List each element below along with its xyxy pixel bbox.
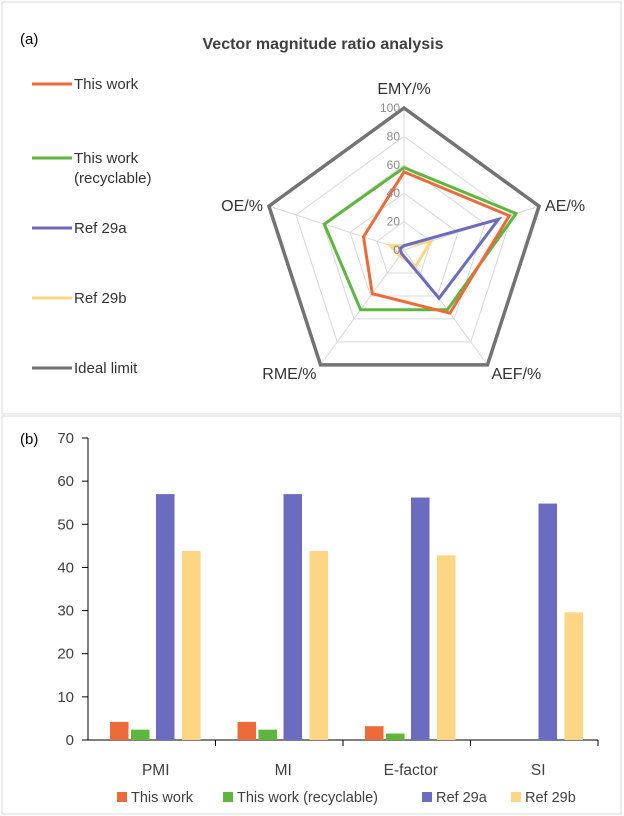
bar-legend: This work This work (recyclable) Ref 29a Re… — [117, 790, 576, 806]
panel-a-label: (a) — [20, 31, 38, 48]
radar-axis-labels: EMY/% AE/% AEF/% RME/% OE/% — [221, 81, 585, 383]
bar-e-factor-ref-29b — [437, 555, 456, 740]
bar-y-tick-10: 10 — [57, 689, 74, 706]
bar-y-tick-40: 40 — [57, 559, 74, 576]
radar-legend-label-ref-29b: Ref 29b — [74, 290, 127, 307]
bar-y-tick-30: 30 — [57, 603, 74, 620]
radar-legend-label-ideal-limit: Ideal limit — [74, 360, 138, 377]
radar-gridline-40 — [349, 192, 459, 297]
bar-legend-label-this-work-recyclable: This work (recyclable) — [237, 790, 378, 806]
radar-legend-line: Ref 29b — [74, 290, 127, 307]
radar-gridline-80 — [295, 135, 513, 343]
radar-axis-label-rme: RME/% — [262, 366, 316, 383]
radar-series-this-work-recyclable — [322, 165, 519, 312]
bar-e-factor-this-work — [365, 726, 384, 740]
bar-pmi-this-work-recyclable — [131, 729, 150, 740]
radar-spoke-2 — [403, 249, 488, 366]
radar-legend-label-this-work-recyclable: This work (recyclable) — [74, 150, 152, 187]
bar-pmi-ref-29a — [156, 494, 175, 740]
bar-pmi-ref-29b — [182, 551, 201, 740]
bar-si-ref-29b — [564, 612, 583, 740]
panel-a-frame — [1, 1, 622, 415]
bar-pmi-this-work — [110, 721, 129, 740]
radar-legend-line: This work — [74, 150, 139, 167]
bar-category-e-factor: E-factor — [384, 762, 438, 779]
bar-mi-ref-29a — [283, 494, 302, 740]
panel-b-frame — [1, 415, 622, 815]
radar-tick-80: 80 — [387, 129, 401, 143]
radar-spoke-3 — [320, 249, 405, 366]
bar-y-tick-0: 0 — [66, 732, 74, 749]
radar-legend-line: This work — [74, 76, 139, 93]
bar-y-tick-60: 60 — [57, 473, 74, 490]
radar-legend-label-this-work: This work — [74, 76, 139, 93]
bar-legend-label-ref-29a: Ref 29a — [436, 790, 488, 806]
bar-mi-this-work-recyclable — [258, 729, 277, 740]
radar-axis-label-emy: EMY/% — [377, 81, 430, 98]
radar-tick-40: 40 — [387, 186, 401, 200]
radar-tick-20: 20 — [387, 215, 401, 229]
bar-category-si: SI — [531, 762, 546, 779]
bar-category-labels: PMI MI E-factor SI — [142, 762, 546, 779]
radar-series-this-work — [361, 170, 512, 315]
radar-legend-line: Ref 29a — [74, 220, 127, 237]
bar-category-pmi: PMI — [142, 762, 170, 779]
radar-axis-label-oe: OE/% — [221, 198, 263, 215]
bar-legend-label-this-work: This work — [131, 790, 194, 806]
bar-mi-this-work — [237, 721, 256, 740]
bar-y-tick-20: 20 — [57, 646, 74, 663]
radar-legend-line: (recyclable) — [74, 170, 152, 187]
radar-legend-label-ref-29a: Ref 29a — [74, 220, 127, 237]
radar-legend: This work This work (recyclable) Ref 29a Ref… — [32, 76, 152, 377]
bar-y-tick-50: 50 — [57, 516, 74, 533]
bar-legend-swatch-this-work-recyclable — [223, 792, 233, 802]
bar-axes: 0 10 20 30 40 50 60 70 — [57, 430, 599, 749]
radar-series — [266, 105, 542, 367]
radar-axis-label-ae: AE/% — [545, 198, 585, 215]
radar-tick-0: 0 — [393, 243, 400, 257]
bar-e-factor-this-work-recyclable — [386, 733, 405, 740]
radar-tick-labels: 0 20 40 60 80 100 — [380, 101, 400, 257]
bar-e-factor-ref-29a — [411, 497, 430, 740]
radar-tick-60: 60 — [387, 158, 401, 172]
bar-marks — [110, 494, 583, 740]
bar-y-tick-70: 70 — [57, 430, 74, 447]
bar-category-mi: MI — [275, 762, 292, 779]
radar-spoke-4 — [268, 205, 405, 251]
bar-legend-swatch-this-work — [117, 792, 127, 802]
bar-mi-ref-29b — [309, 551, 328, 740]
radar-legend-line: Ideal limit — [74, 360, 138, 377]
radar-axis-label-aef: AEF/% — [491, 366, 541, 383]
radar-title: Vector magnitude ratio analysis — [203, 36, 444, 53]
panel-b-label: (b) — [20, 431, 38, 448]
bar-si-ref-29a — [538, 503, 557, 740]
radar-series-ideal-limit — [266, 105, 542, 367]
radar-tick-100: 100 — [380, 101, 400, 115]
radar-series-ref-29a — [398, 216, 503, 301]
bar-legend-swatch-ref-29b — [511, 792, 521, 802]
bar-legend-swatch-ref-29a — [422, 792, 432, 802]
bar-legend-label-ref-29b: Ref 29b — [525, 790, 576, 806]
